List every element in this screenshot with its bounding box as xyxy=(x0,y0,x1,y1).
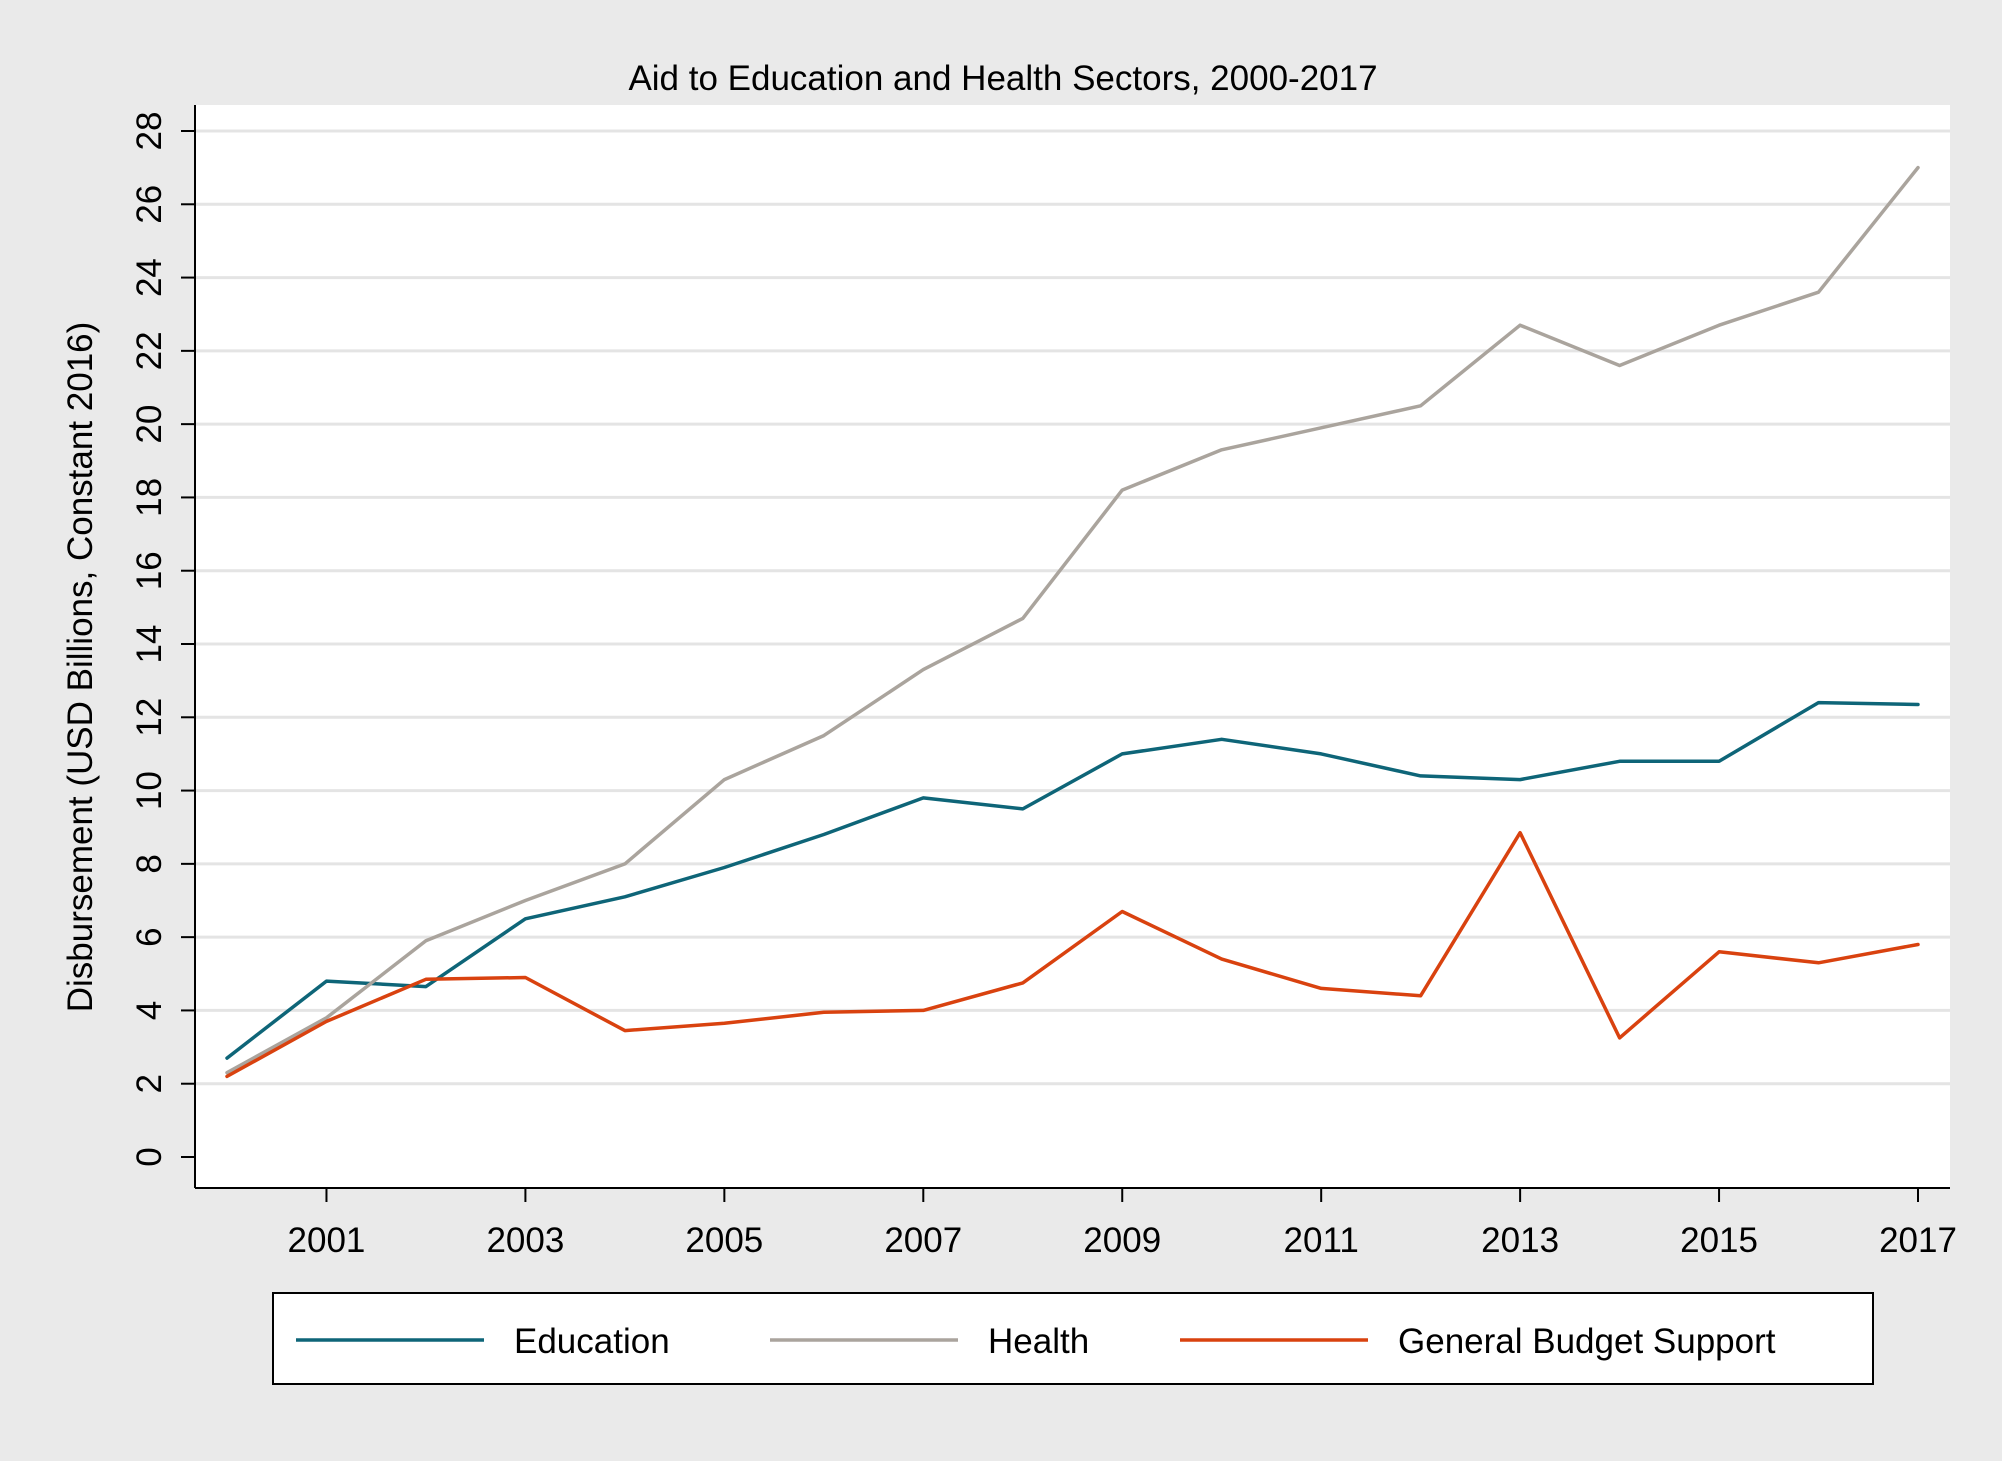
x-tick-label: 2017 xyxy=(1879,1221,1957,1260)
x-axis: 2001 2003 2005 2007 2009 2011 2013 2015 2017 xyxy=(288,1188,1957,1260)
y-tick-label: 0 xyxy=(130,1147,169,1166)
y-tick-label: 12 xyxy=(130,698,169,737)
x-tick-label: 2009 xyxy=(1083,1221,1161,1260)
y-tick-label: 6 xyxy=(130,927,169,946)
y-tick-label: 16 xyxy=(130,551,169,590)
y-tick-label: 14 xyxy=(130,625,169,664)
x-tick-label: 2003 xyxy=(486,1221,564,1260)
x-tick-label: 2015 xyxy=(1680,1221,1758,1260)
series-lines xyxy=(225,165,1920,1079)
legend-label-education: Education xyxy=(514,1322,670,1361)
y-tick-label: 18 xyxy=(130,478,169,517)
y-tick-label: 26 xyxy=(130,185,169,224)
y-tick-label: 24 xyxy=(130,258,169,297)
x-tick-label: 2011 xyxy=(1284,1221,1359,1260)
y-tick-label: 8 xyxy=(130,854,169,873)
y-tick-label: 10 xyxy=(130,771,169,810)
series-line-health xyxy=(225,165,1920,1075)
y-tick-label: 28 xyxy=(130,112,169,151)
legend-box xyxy=(272,1292,1874,1385)
y-tick-label: 20 xyxy=(130,405,169,444)
chart-title: Aid to Education and Health Sectors, 200… xyxy=(628,59,1377,98)
legend-label-health: Health xyxy=(988,1322,1089,1361)
series-line-education xyxy=(225,700,1920,1060)
plot-area xyxy=(195,105,1950,1188)
legend-label-general-budget-support: General Budget Support xyxy=(1398,1322,1776,1361)
y-tick-label: 4 xyxy=(130,1001,169,1020)
x-tick-label: 2007 xyxy=(884,1221,962,1260)
y-axis-label: Disbursement (USD Billions, Constant 201… xyxy=(61,322,100,1013)
y-tick-label: 22 xyxy=(130,331,169,370)
series-line-general-budget-support xyxy=(225,830,1920,1079)
x-tick-label: 2013 xyxy=(1481,1221,1559,1260)
legend: Education Health General Budget Support xyxy=(272,1292,1874,1385)
x-tick-label: 2001 xyxy=(288,1221,366,1260)
x-tick-label: 2005 xyxy=(685,1221,763,1260)
y-tick-label: 2 xyxy=(130,1074,169,1093)
